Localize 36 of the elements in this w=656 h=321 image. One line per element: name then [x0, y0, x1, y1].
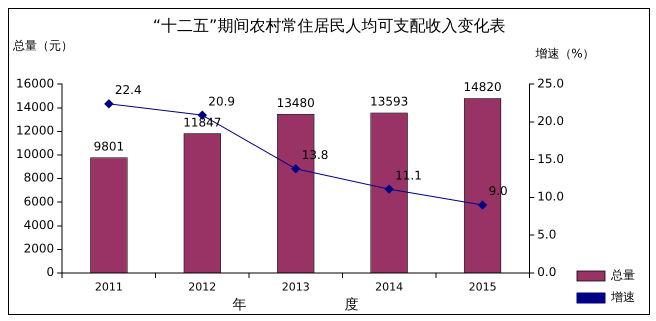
point — [104, 99, 114, 108]
y-axis-title: 总量（元） — [12, 38, 73, 52]
y2-tick-label: 10.0 — [537, 190, 564, 204]
x-axis-title: 年 度 — [232, 297, 359, 314]
point — [384, 184, 394, 194]
y-tick-label: 0 — [46, 265, 54, 280]
legend-label: 增速 — [610, 290, 635, 304]
y2-tick-label: 0.0 — [537, 265, 556, 280]
y-tick-label: 14000 — [16, 100, 54, 114]
y-tick-label: 2000 — [24, 242, 54, 256]
y-tick-label: 12000 — [16, 124, 54, 138]
y2-axis-title: 增速（%） — [534, 46, 595, 60]
data-label: 9801 — [94, 139, 124, 154]
legend-label: 总量 — [610, 268, 635, 282]
y2-tick-label: 20.0 — [537, 114, 564, 128]
y-tick-label: 8000 — [24, 170, 54, 185]
y-tick-label: 4000 — [24, 218, 54, 232]
y-tick-label: 6000 — [24, 194, 54, 208]
y-tick-label: 16000 — [16, 76, 54, 90]
point — [478, 200, 488, 210]
x-tick-label: 2012 — [188, 280, 216, 294]
data-label: 20.9 — [208, 94, 236, 108]
data-label: 13480 — [276, 96, 315, 110]
data-label: 14820 — [463, 80, 502, 94]
x-tick-label: 2014 — [375, 280, 404, 294]
y2-tick-label: 25.0 — [537, 76, 564, 90]
x-tick-label: 2013 — [282, 280, 310, 294]
point — [291, 164, 300, 174]
y-tick-label: 10000 — [16, 147, 54, 162]
x-tick-label: 2015 — [468, 280, 497, 294]
data-label: 13593 — [370, 94, 408, 109]
x-tick-label: 2011 — [94, 280, 123, 294]
chart-title: “十二五”期间农村常住居民人均可支配收入变化表 — [152, 16, 506, 35]
y2-tick-label: 15.0 — [537, 152, 564, 166]
data-label: 22.4 — [114, 82, 142, 97]
y2-tick-label: 5.0 — [537, 227, 556, 242]
